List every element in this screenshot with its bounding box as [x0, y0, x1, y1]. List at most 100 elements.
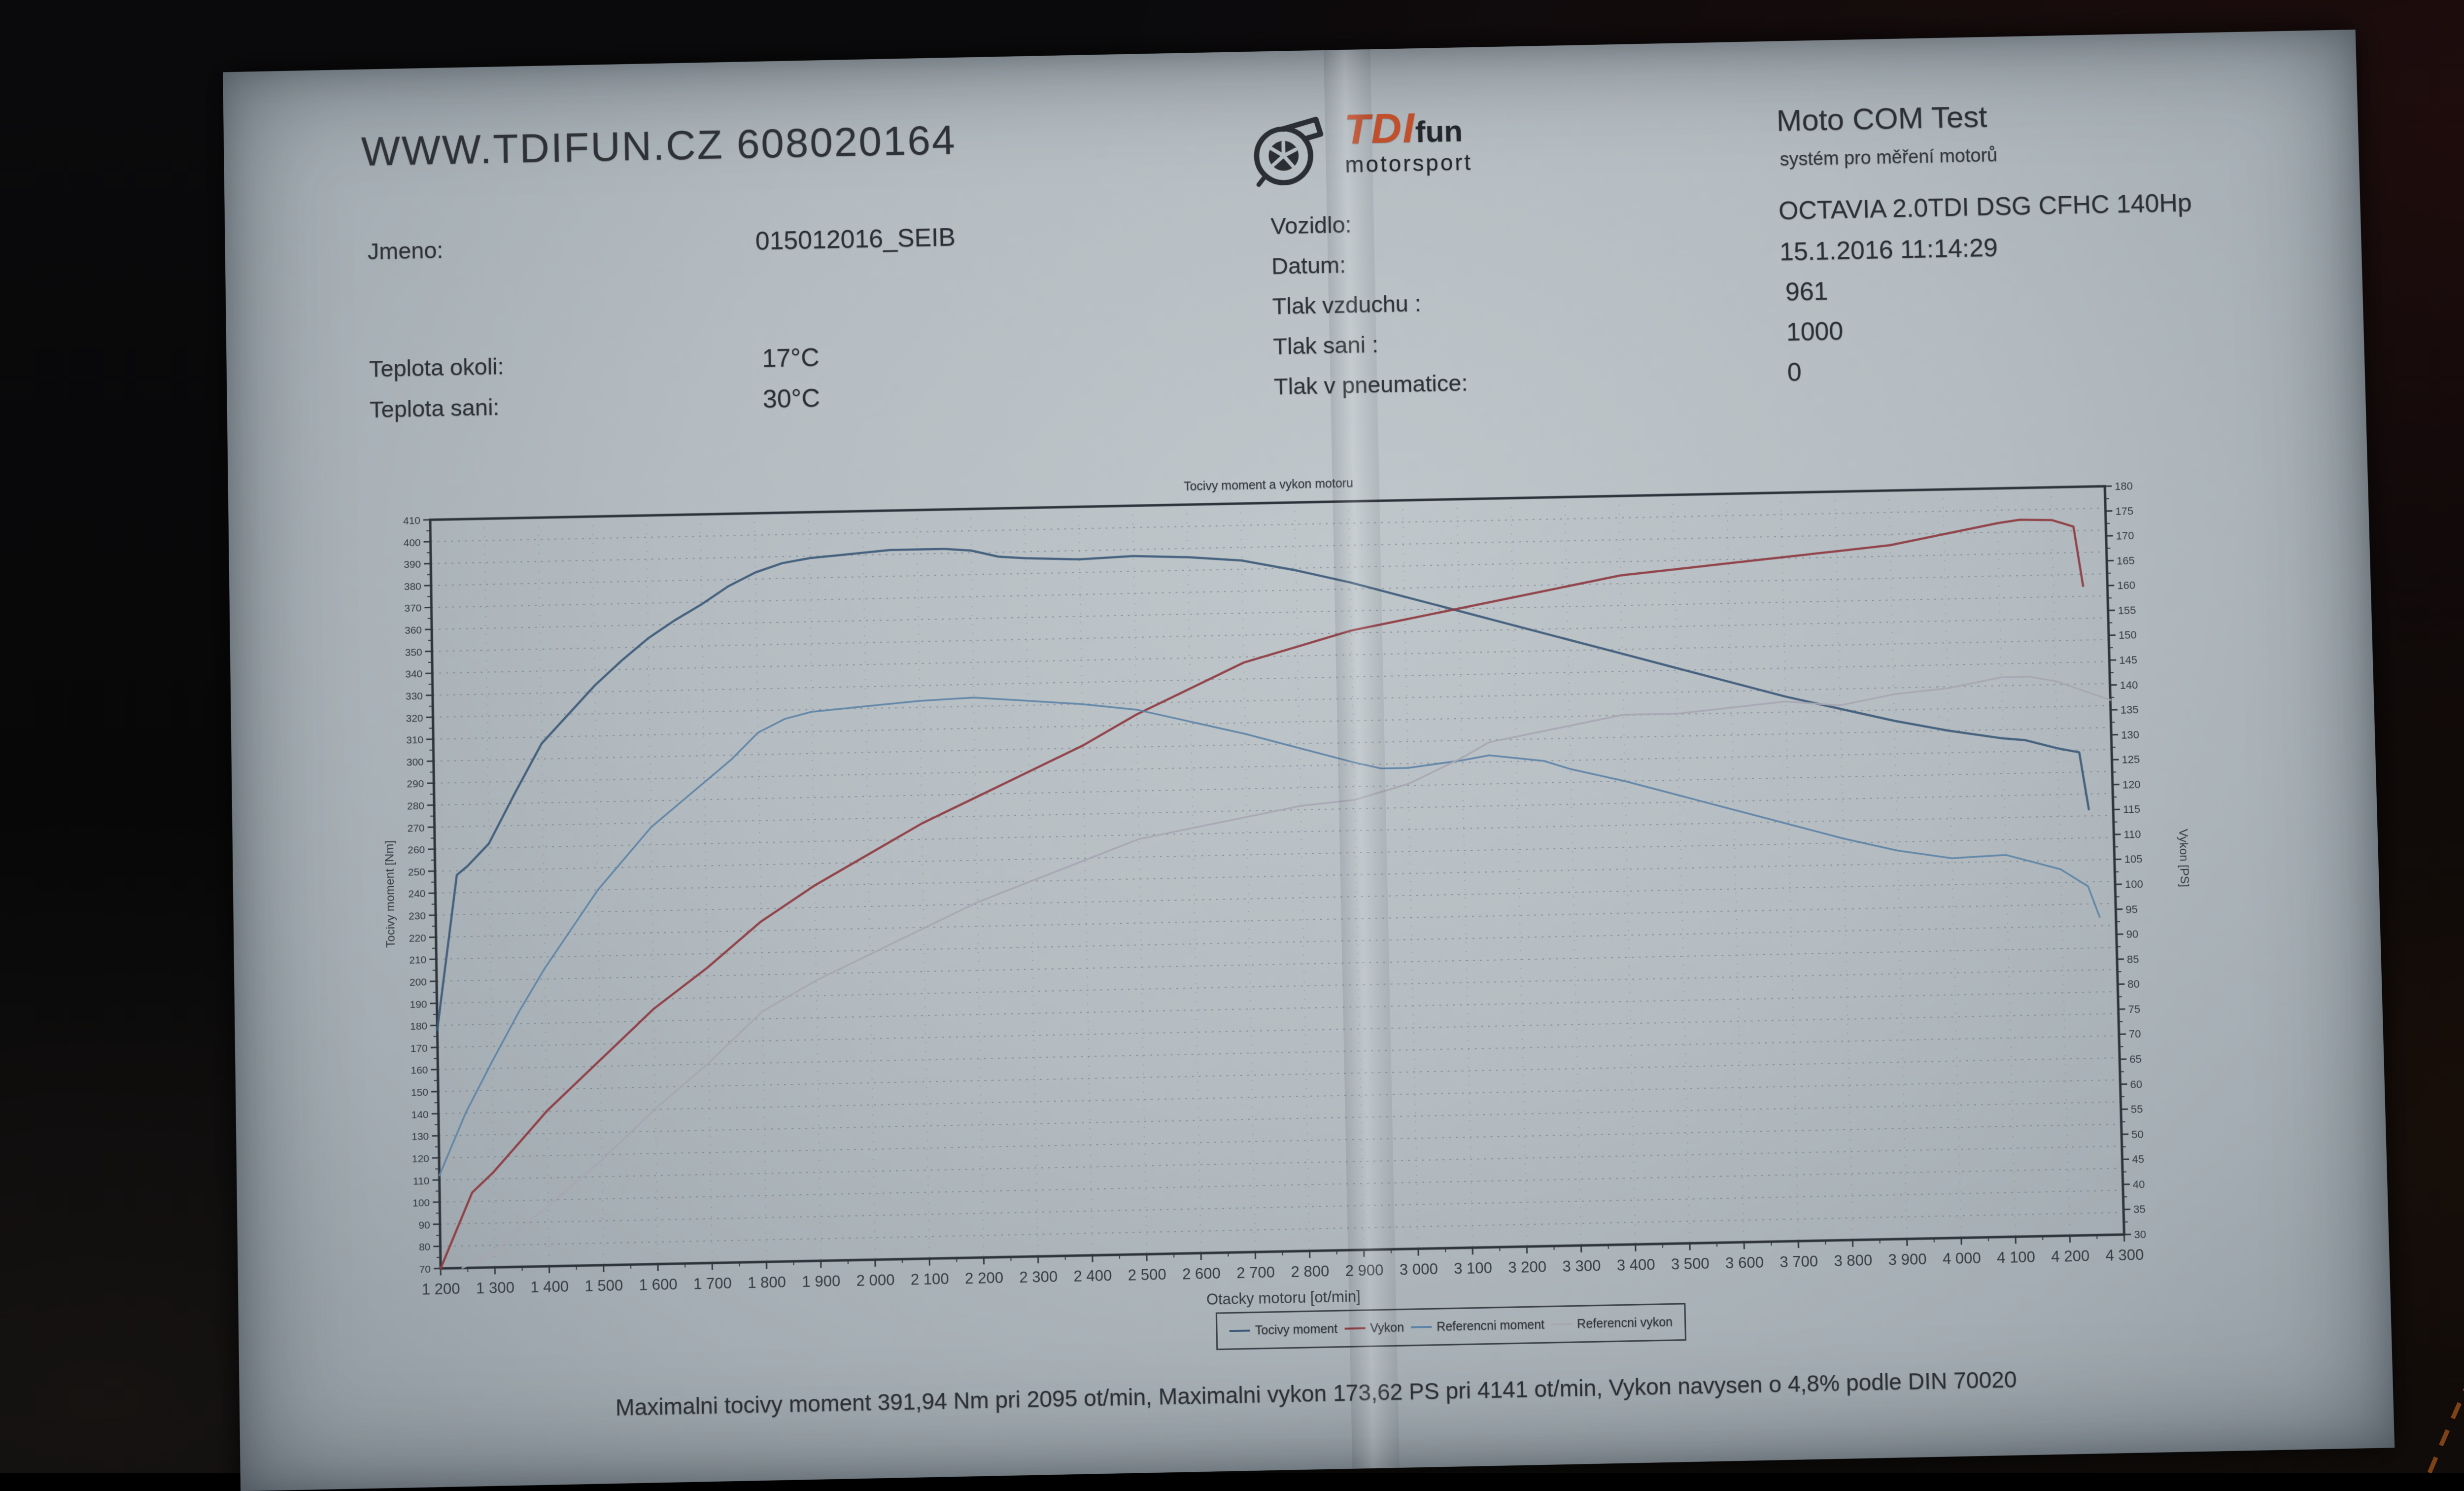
svg-text:1 200: 1 200: [422, 1280, 460, 1298]
svg-text:2 000: 2 000: [856, 1271, 894, 1289]
svg-text:3 500: 3 500: [1671, 1255, 1710, 1273]
svg-text:170: 170: [411, 1042, 428, 1054]
svg-text:320: 320: [406, 712, 423, 724]
svg-text:350: 350: [405, 647, 422, 659]
dyno-printout-paper: WWW.TDIFUN.CZ 608020164 TDIfun motorspor…: [223, 30, 2395, 1491]
svg-text:250: 250: [408, 867, 425, 878]
svg-text:190: 190: [410, 999, 427, 1010]
svg-text:3 200: 3 200: [1508, 1258, 1547, 1276]
svg-text:230: 230: [409, 910, 426, 922]
svg-text:70: 70: [419, 1264, 431, 1276]
svg-text:170: 170: [2116, 529, 2134, 542]
svg-text:85: 85: [2127, 953, 2139, 966]
svg-text:360: 360: [405, 624, 422, 636]
svg-text:50: 50: [2131, 1128, 2144, 1141]
field-label-tlak-sani: Tlak sani :: [1273, 331, 1379, 360]
svg-text:165: 165: [2117, 554, 2135, 567]
svg-text:55: 55: [2131, 1103, 2143, 1116]
svg-text:110: 110: [413, 1175, 430, 1187]
field-value-teplota-sani: 30°C: [762, 383, 820, 414]
svg-text:150: 150: [411, 1087, 428, 1099]
legend-label-tocivy-moment: Tocivy moment: [1255, 1321, 1338, 1338]
svg-text:2 200: 2 200: [965, 1269, 1003, 1287]
svg-text:110: 110: [2123, 828, 2141, 841]
svg-text:100: 100: [2125, 878, 2143, 891]
legend-item-referencni-vykon: Referencni vykon: [1551, 1315, 1673, 1332]
result-summary: Maximalni tocivy moment 391,94 Nm pri 20…: [497, 1363, 2135, 1423]
svg-text:40: 40: [2132, 1178, 2145, 1191]
svg-text:1 600: 1 600: [639, 1276, 677, 1294]
field-value-jmeno: 015012016_SEIB: [755, 223, 956, 256]
svg-text:1 900: 1 900: [802, 1272, 840, 1290]
field-label-teplota-okoli: Teplota okoli:: [369, 352, 504, 382]
svg-text:2 300: 2 300: [1019, 1268, 1058, 1286]
svg-text:210: 210: [409, 954, 426, 966]
legend-swatch-tocivy-moment: [1230, 1330, 1250, 1332]
svg-text:330: 330: [406, 691, 423, 702]
svg-text:370: 370: [404, 603, 421, 615]
svg-text:140: 140: [2120, 679, 2138, 692]
svg-text:1 400: 1 400: [530, 1278, 569, 1296]
field-label-vozidlo: Vozidlo:: [1270, 211, 1352, 240]
svg-text:2 600: 2 600: [1182, 1265, 1221, 1283]
svg-text:290: 290: [407, 778, 424, 790]
svg-text:Otacky motoru [ot/min]: Otacky motoru [ot/min]: [1206, 1287, 1361, 1308]
svg-text:130: 130: [2121, 728, 2139, 741]
svg-text:4 100: 4 100: [1997, 1248, 2036, 1266]
svg-text:1 500: 1 500: [584, 1277, 623, 1295]
svg-text:240: 240: [408, 888, 425, 900]
svg-text:90: 90: [418, 1219, 430, 1231]
svg-text:2 100: 2 100: [911, 1270, 949, 1288]
svg-text:4 000: 4 000: [1943, 1249, 1982, 1268]
dyno-chart-svg: 4104003903803703603503403303203103002902…: [376, 454, 2208, 1349]
svg-text:160: 160: [2117, 579, 2135, 592]
logo-fun: fun: [1415, 114, 1463, 149]
svg-text:2 400: 2 400: [1073, 1267, 1112, 1285]
svg-text:80: 80: [419, 1242, 431, 1253]
svg-text:90: 90: [2126, 928, 2138, 941]
svg-text:180: 180: [2115, 480, 2133, 492]
legend-label-referencni-moment: Referencni moment: [1437, 1318, 1545, 1334]
field-label-tlak-pneumatice: Tlak v pneumatice:: [1273, 369, 1468, 400]
svg-text:115: 115: [2123, 803, 2141, 816]
field-label-jmeno: Jmeno:: [367, 236, 443, 265]
svg-text:150: 150: [2119, 629, 2137, 642]
svg-text:3 400: 3 400: [1616, 1256, 1655, 1274]
svg-text:Tocivy moment [Nm]: Tocivy moment [Nm]: [383, 840, 398, 948]
svg-text:75: 75: [2128, 1003, 2140, 1016]
svg-text:125: 125: [2122, 753, 2140, 766]
svg-text:260: 260: [408, 844, 425, 856]
svg-text:3 300: 3 300: [1562, 1257, 1601, 1275]
svg-text:100: 100: [412, 1197, 430, 1209]
svg-text:Vykon [PS]: Vykon [PS]: [2176, 829, 2191, 887]
field-label-tlak-vzduchu: Tlak vzduchu :: [1272, 290, 1421, 320]
svg-text:180: 180: [410, 1021, 427, 1033]
legend-label-referencni-vykon: Referencni vykon: [1577, 1315, 1673, 1331]
svg-text:340: 340: [405, 668, 422, 680]
legend-item-vykon: Vykon: [1344, 1320, 1404, 1336]
svg-text:60: 60: [2130, 1078, 2142, 1091]
svg-text:380: 380: [404, 581, 421, 592]
field-label-datum: Datum:: [1271, 251, 1346, 279]
app-title: Moto COM Test: [1776, 100, 1987, 139]
svg-text:120: 120: [2122, 778, 2140, 791]
field-value-teplota-okoli: 17°C: [762, 343, 820, 374]
svg-text:220: 220: [409, 933, 426, 944]
logo-motorsport: motorsport: [1345, 151, 1473, 176]
svg-text:3 800: 3 800: [1834, 1251, 1873, 1270]
svg-text:105: 105: [2124, 853, 2142, 866]
svg-text:135: 135: [2121, 703, 2139, 716]
field-value-tlak-vzduchu: 961: [1785, 277, 1828, 307]
svg-text:310: 310: [406, 734, 423, 746]
svg-text:3 600: 3 600: [1725, 1253, 1764, 1272]
svg-text:200: 200: [410, 976, 427, 988]
svg-text:140: 140: [411, 1109, 428, 1121]
legend-item-tocivy-moment: Tocivy moment: [1229, 1321, 1337, 1338]
svg-text:130: 130: [411, 1131, 429, 1143]
svg-text:155: 155: [2118, 604, 2136, 617]
svg-text:2 500: 2 500: [1128, 1266, 1166, 1284]
svg-text:3 000: 3 000: [1400, 1260, 1438, 1279]
svg-text:2 700: 2 700: [1236, 1263, 1275, 1282]
logo-tdi: TDI: [1344, 104, 1416, 153]
